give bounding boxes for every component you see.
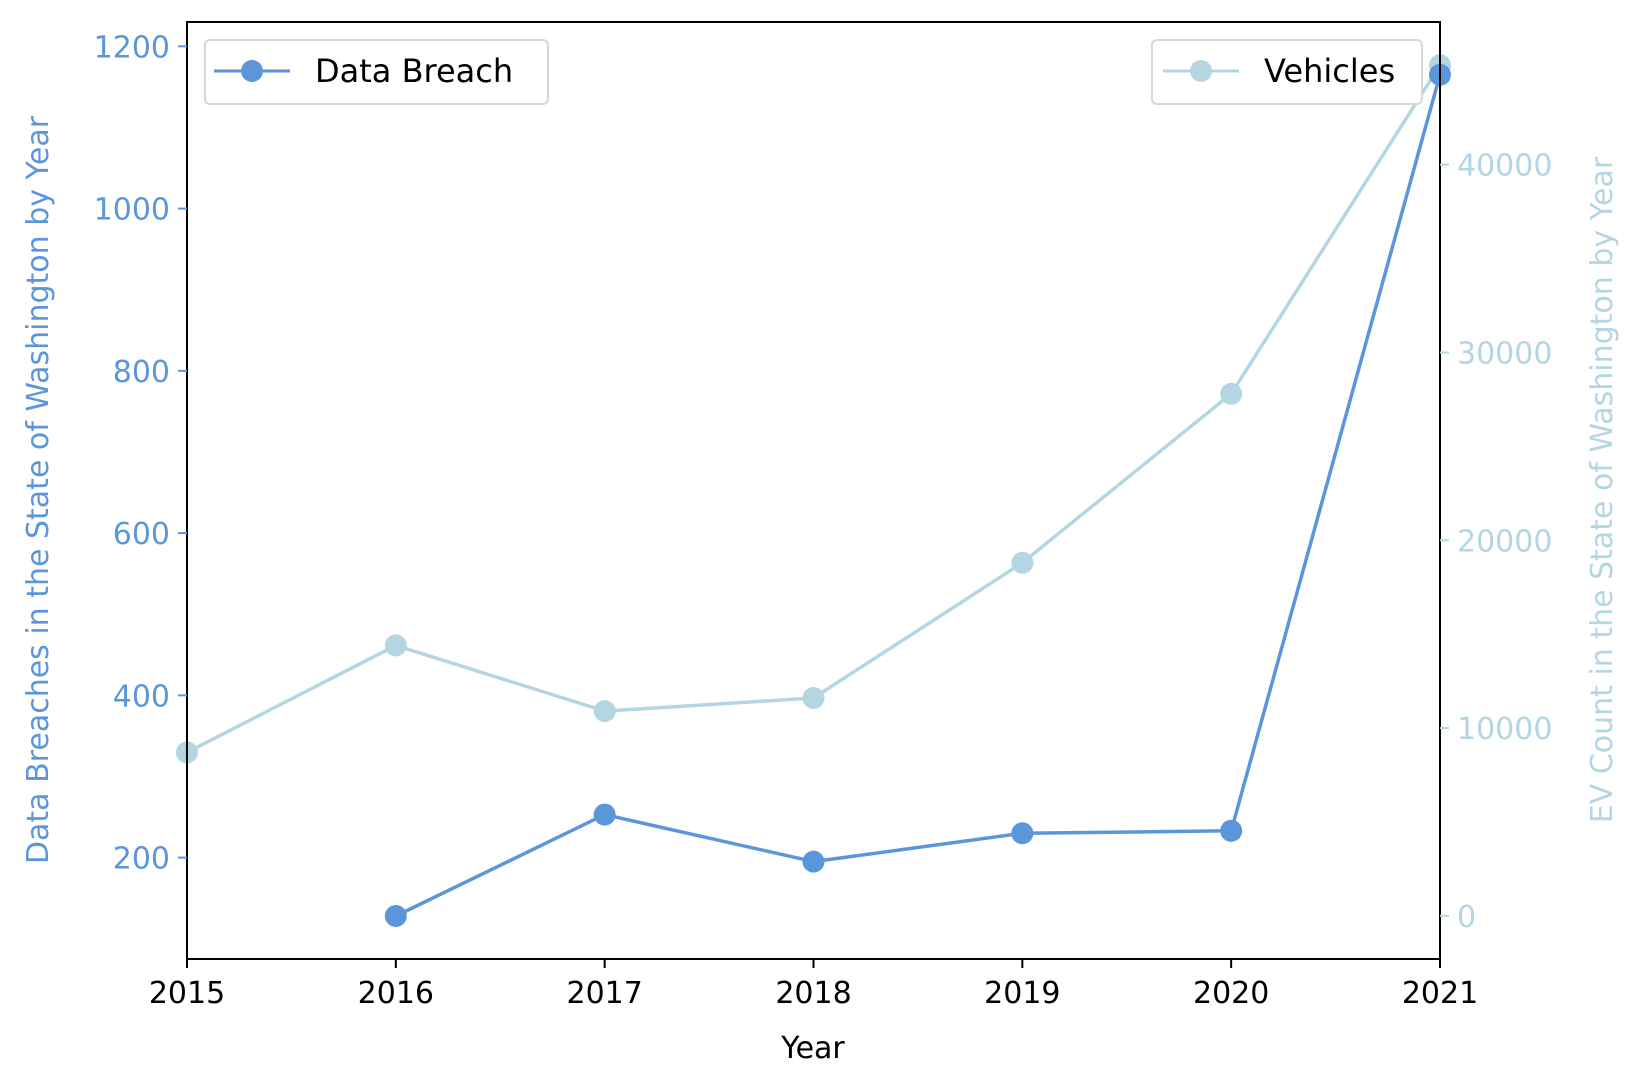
x-tick-label: 2018 [775,976,851,1011]
y-left-tick-label: 800 [113,355,170,390]
x-axis-label: Year [780,1031,845,1066]
y-axis-left: 200 400 600 800 1000 1200 [94,30,187,877]
data-point-data-breach [802,850,825,873]
y-left-tick-label: 400 [113,679,170,714]
y-right-tick-label: 0 [1457,900,1476,935]
x-tick-label: 2017 [566,976,642,1011]
data-point-vehicles [1011,551,1034,574]
legend-vehicles-box [1151,39,1423,105]
data-point-data-breach [1011,822,1034,845]
y-left-tick-label: 200 [113,842,170,877]
legend-data-breach: Data Breach [204,39,549,105]
legend-data-breach-label: Data Breach [315,52,513,90]
x-tick-label: 2015 [149,976,225,1011]
data-point-data-breach [1220,819,1243,842]
x-tick-label: 2016 [358,976,434,1011]
legend-vehicles-marker [1190,60,1212,82]
x-tick-label: 2019 [984,976,1060,1011]
data-point-vehicles [384,634,407,657]
data-point-data-breach [593,803,616,826]
y-right-tick-label: 40000 [1457,149,1552,184]
data-point-data-breach [384,905,407,928]
y-right-tick-label: 30000 [1457,336,1552,371]
y-left-tick-label: 600 [113,517,170,552]
x-axis: 2015 2016 2017 2018 2019 2020 2021 [149,959,1478,1011]
data-point-vehicles [802,686,825,709]
x-tick-label: 2021 [1402,976,1478,1011]
y-axis-right-label: EV Count in the State of Washington by Y… [1585,156,1620,823]
y-left-tick-label: 1200 [94,30,170,65]
x-tick-label: 2020 [1193,976,1269,1011]
series-data-breach [384,63,1451,928]
y-axis-right: 0 10000 20000 30000 40000 [1440,149,1552,935]
series-line-data-breach [395,74,1442,918]
legend-data-breach-marker [241,60,263,82]
legend-vehicles-label: Vehicles [1264,52,1395,90]
data-point-vehicles [1220,382,1243,405]
y-axis-left-label: Data Breaches in the State of Washington… [21,115,56,864]
y-left-tick-label: 1000 [94,193,170,228]
legend-data-breach-box [204,39,549,105]
y-right-tick-label: 20000 [1457,524,1552,559]
y-right-tick-label: 10000 [1457,712,1552,747]
data-point-vehicles [593,700,616,723]
legend-vehicles: Vehicles [1151,39,1423,105]
